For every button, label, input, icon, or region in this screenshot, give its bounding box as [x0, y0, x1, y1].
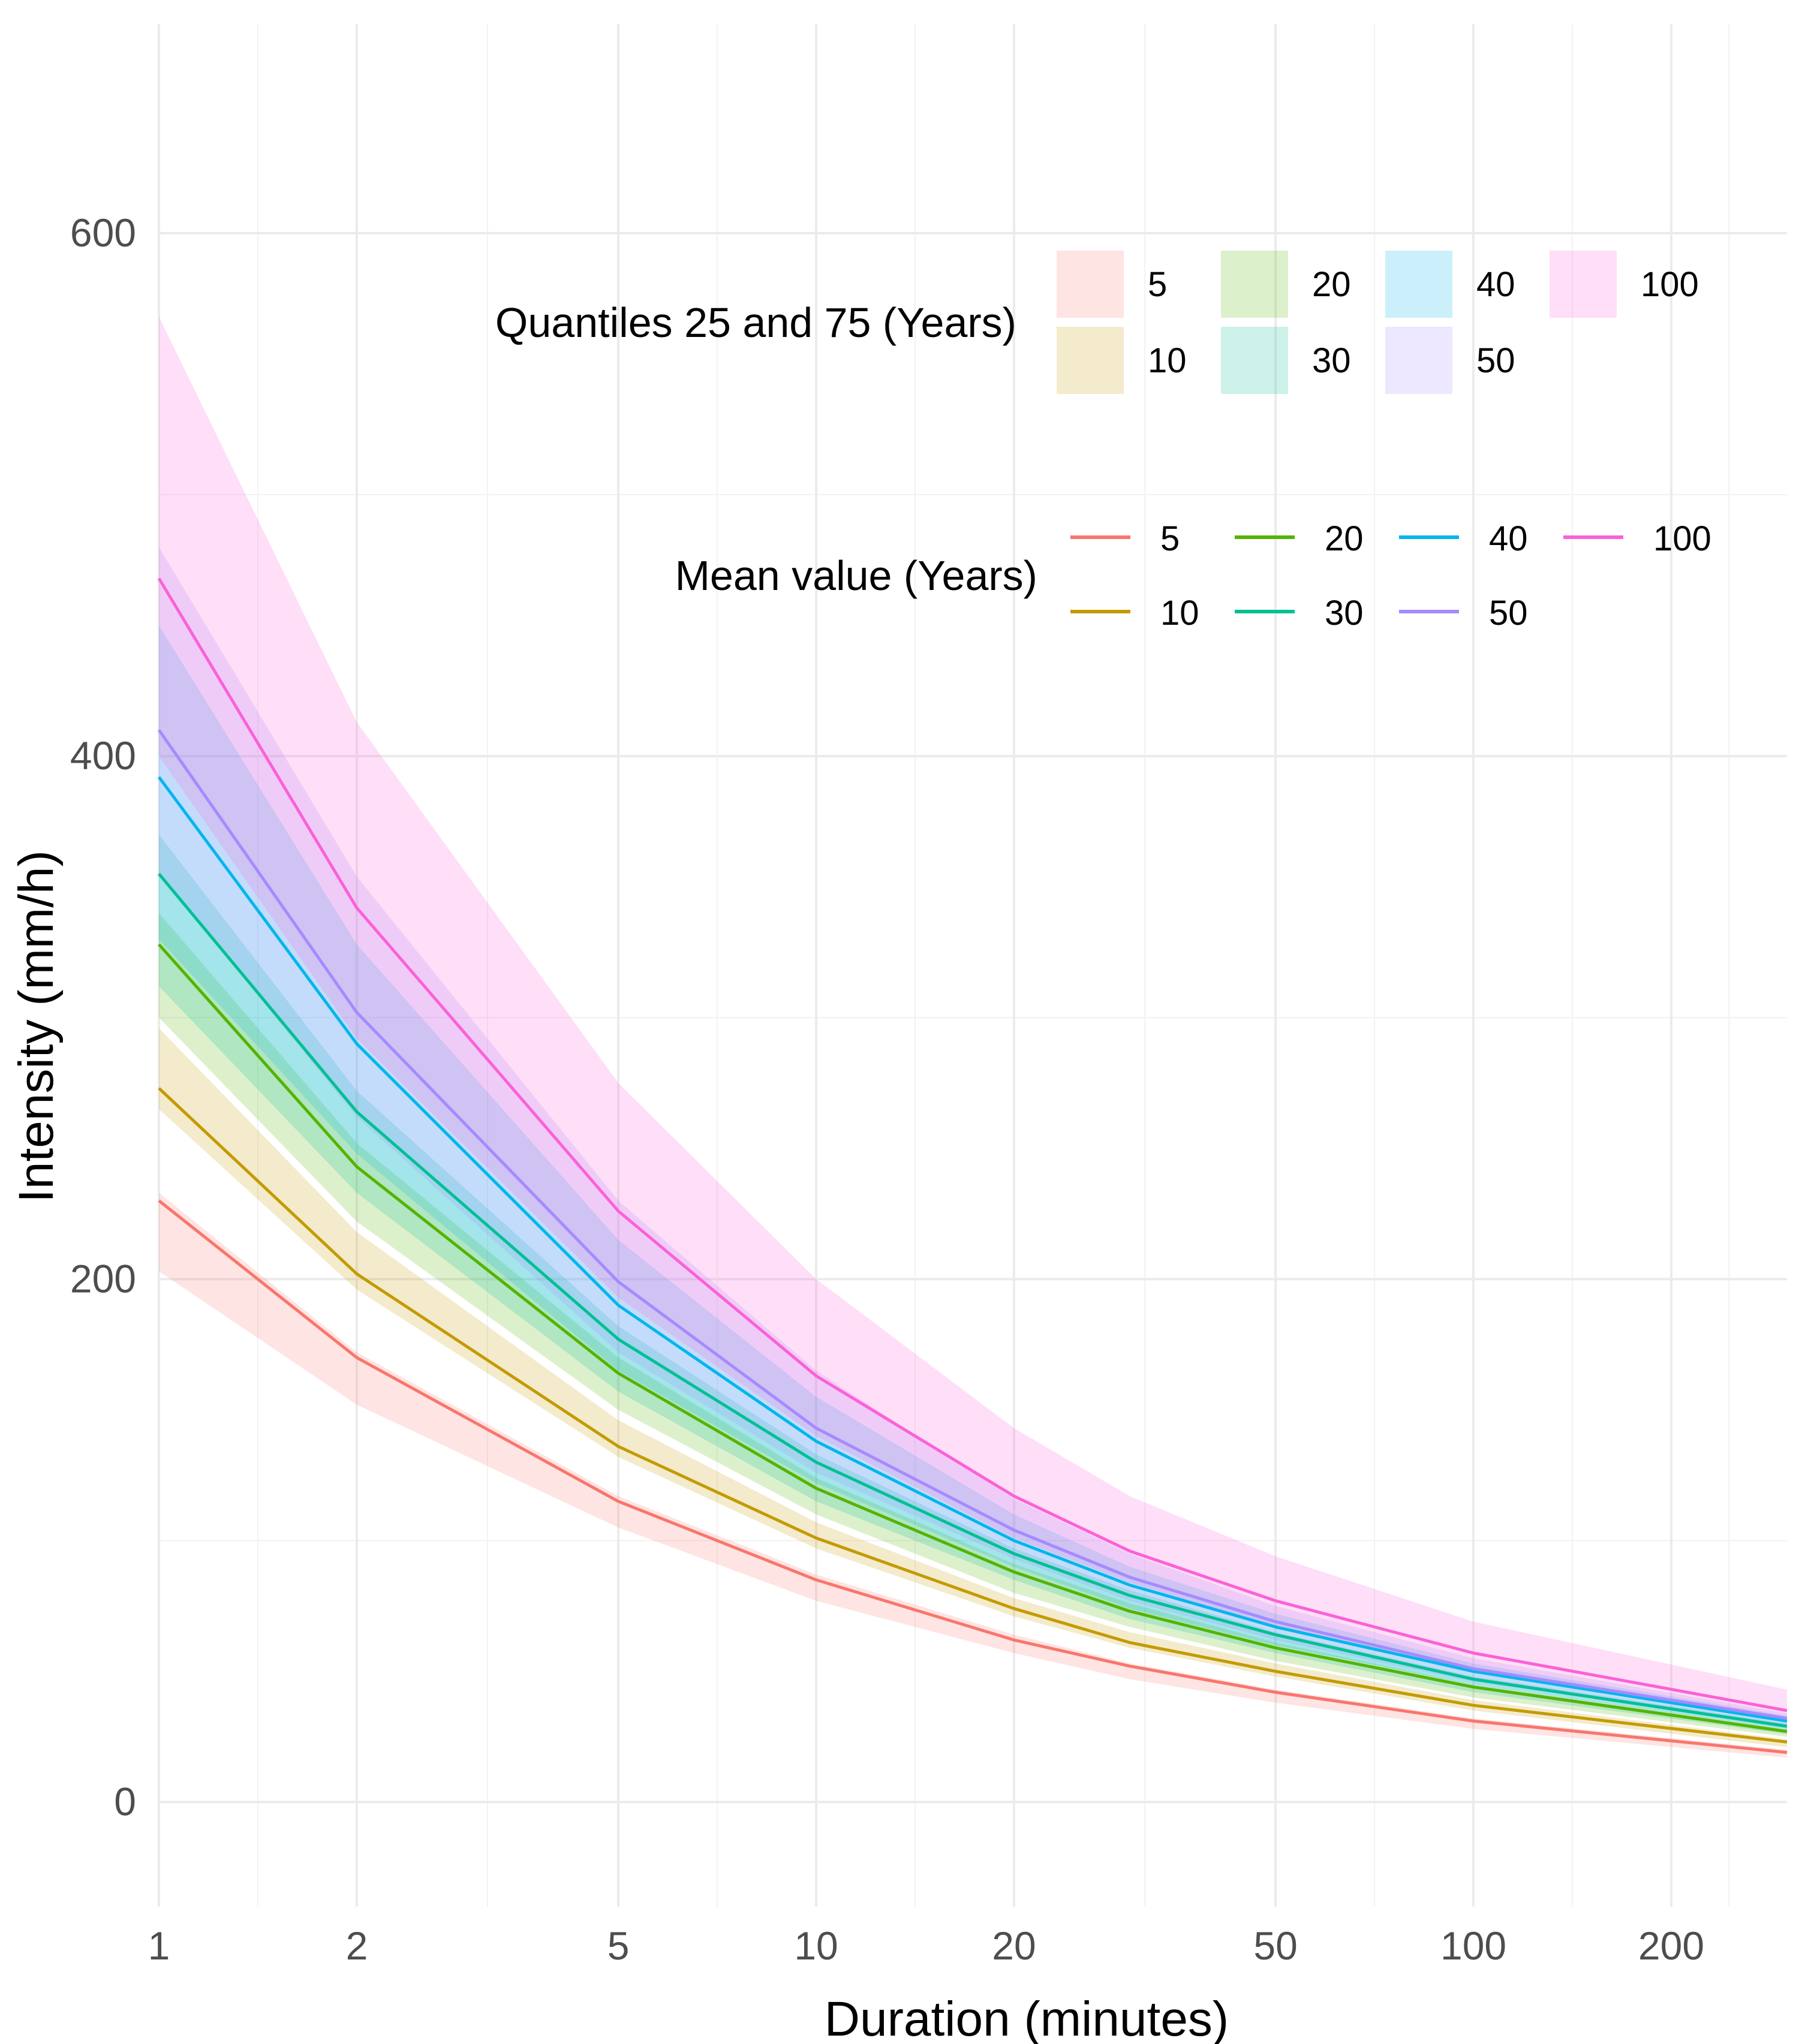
x-tick-label: 20 — [992, 1923, 1036, 1968]
legend-quantile-title: Quantiles 25 and 75 (Years) — [495, 299, 1016, 346]
y-axis-title: Intensity (mm/h) — [9, 850, 64, 1203]
x-axis-ticks: 1 2 5 10 20 50 100 200 — [148, 1923, 1704, 1968]
x-tick-label: 1 — [148, 1923, 170, 1968]
legend-quantile-label: 10 — [1148, 341, 1187, 380]
quantile-bands — [159, 317, 1787, 1758]
quantile-band-100 — [159, 317, 1787, 1721]
legend: Quantiles 25 and 75 (Years) 5 10 20 30 40 50 1… — [495, 251, 1711, 633]
legend-mean-keys: 5 10 20 30 40 50 100 — [1070, 519, 1711, 633]
legend-quantile-key-20 — [1221, 251, 1288, 318]
mean-lines — [157, 577, 1788, 1754]
x-tick-label: 5 — [607, 1923, 630, 1968]
grid — [158, 24, 1787, 1907]
quantile-band-50 — [159, 547, 1787, 1727]
legend-quantile-label: 50 — [1476, 341, 1515, 380]
legend-quantile-keys: 5 10 20 30 40 50 100 — [1057, 251, 1699, 394]
legend-quantile-key-30 — [1221, 327, 1288, 394]
legend-quantile-label: 20 — [1312, 265, 1351, 304]
legend-quantile-key-10 — [1057, 327, 1124, 394]
x-tick-label: 10 — [794, 1923, 838, 1968]
legend-quantile-label: 30 — [1312, 341, 1351, 380]
mean-line-10 — [158, 1087, 1788, 1744]
mean-line-50 — [157, 729, 1788, 1720]
x-tick-label: 2 — [346, 1923, 368, 1968]
y-axis-ticks: 0 200 400 600 — [70, 210, 136, 1824]
legend-quantile-key-100 — [1550, 251, 1617, 318]
legend-mean-label: 40 — [1489, 519, 1528, 558]
mean-line-20 — [158, 943, 1788, 1733]
legend-mean-label: 50 — [1489, 594, 1528, 633]
x-tick-label: 50 — [1253, 1923, 1297, 1968]
mean-line-30 — [158, 872, 1788, 1728]
mean-line-5 — [158, 1199, 1788, 1754]
legend-quantile-label: 100 — [1641, 265, 1699, 304]
legend-mean-label: 30 — [1325, 594, 1364, 633]
legend-mean-label: 5 — [1160, 519, 1180, 558]
x-tick-label: 200 — [1638, 1923, 1704, 1968]
legend-quantile-label: 5 — [1148, 265, 1167, 304]
legend-quantile-key-50 — [1385, 327, 1452, 394]
quantile-band-20 — [159, 913, 1787, 1737]
legend-mean-label: 100 — [1653, 519, 1711, 558]
x-tick-label: 100 — [1440, 1923, 1506, 1968]
y-tick-label: 600 — [70, 210, 136, 255]
legend-quantile-key-40 — [1385, 251, 1452, 318]
legend-mean-label: 20 — [1325, 519, 1364, 558]
legend-mean-label: 10 — [1160, 594, 1199, 633]
legend-quantile-key-5 — [1057, 251, 1124, 318]
y-tick-label: 400 — [70, 733, 136, 778]
y-tick-label: 200 — [70, 1256, 136, 1301]
mean-line-100 — [157, 577, 1788, 1712]
legend-quantile-label: 40 — [1476, 265, 1515, 304]
y-tick-label: 0 — [114, 1780, 136, 1824]
legend-mean-title: Mean value (Years) — [675, 552, 1037, 599]
x-axis-title: Duration (minutes) — [825, 1992, 1229, 2044]
mean-line-40 — [157, 776, 1788, 1723]
